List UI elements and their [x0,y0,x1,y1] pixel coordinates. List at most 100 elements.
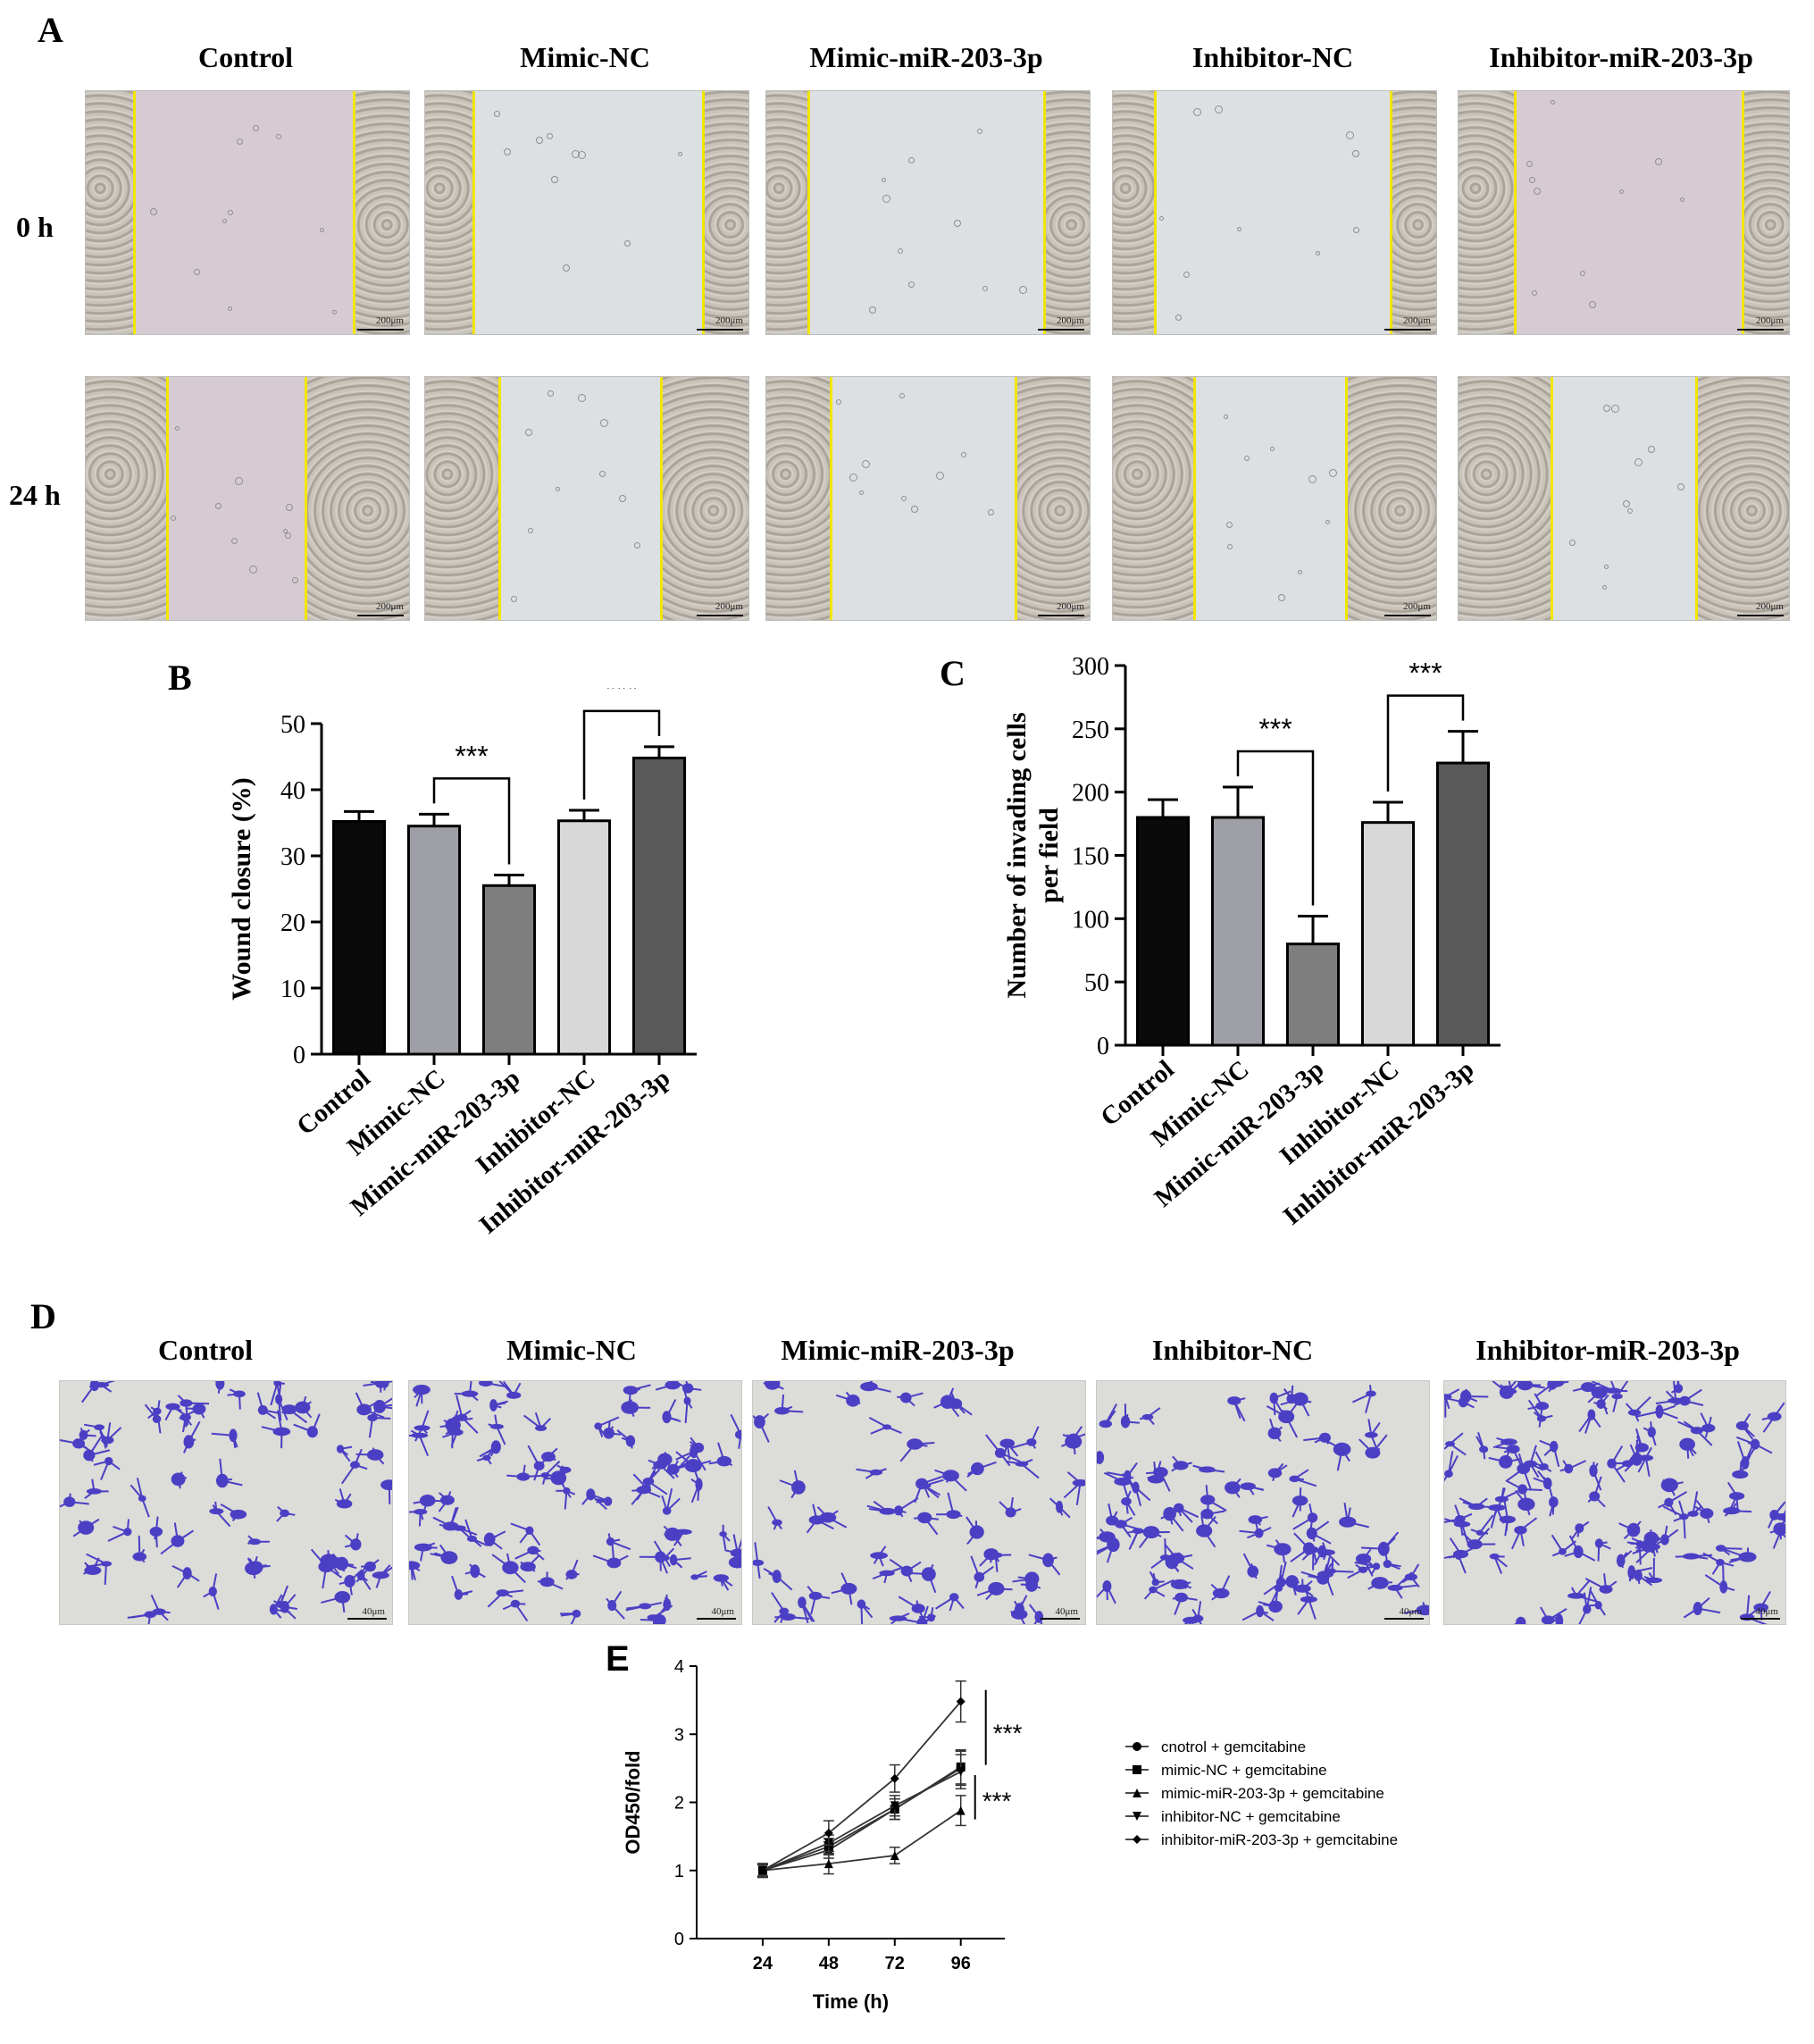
stained-cell [868,1416,902,1435]
stained-cell [1636,1404,1678,1420]
stained-cell [606,1533,631,1551]
stained-cell [438,1491,455,1512]
stained-cell [1242,1553,1259,1579]
significance-bracket [432,777,511,865]
debris-dot [882,177,887,182]
stained-cell [227,1388,246,1410]
cell-region-right [1743,91,1789,334]
wound-edge-line-left [1550,377,1553,620]
x-tick-label: 72 [885,1954,905,1973]
stained-cell [1564,1535,1596,1562]
debris-dot [1298,569,1303,574]
panel-c-letter: C [940,653,966,693]
scale-label: 200μm [1756,601,1784,612]
significance-label: *** [993,1719,1023,1747]
debris-dot [859,490,865,496]
stained-cell [642,1464,668,1495]
legend-label-4: inhibitor-NC + gemcitabine [1161,1808,1341,1825]
y-tick-label: 300 [1072,653,1109,681]
marker-triangle-up [823,1859,833,1869]
scale-bar [1384,329,1431,331]
cell-region-left [86,377,167,620]
x-tick-label: 48 [819,1954,839,1973]
stained-cell [1578,1409,1601,1434]
debris-dot [1602,585,1608,591]
stained-cell [132,1535,147,1563]
panel-a-header-mimic-nc: Mimic-NC [520,41,650,73]
x-tick-label: 96 [951,1954,971,1973]
bar-inhibitor-mir-203-3p [631,756,687,1056]
stained-cell [445,1424,461,1449]
stained-cell [269,1594,291,1619]
stained-cell [1492,1437,1517,1449]
wound-edge-line-left [133,91,137,334]
stained-cell [1227,1396,1246,1422]
wound-image-0h-4: 200μm [1112,90,1437,335]
stained-cell [936,1492,963,1520]
stained-cell [1660,1478,1684,1496]
stained-cell [1694,1499,1714,1523]
cell-region-right [1696,377,1789,620]
significance-bracket [582,709,661,800]
stained-cell [1164,1543,1194,1570]
stained-cell [1587,1476,1606,1508]
debris-dot [898,247,904,254]
marker-diamond [1133,1835,1141,1844]
debris-dot [1676,482,1684,490]
stained-cell [870,1546,888,1567]
stained-cell [774,1394,804,1415]
debris-dot [982,285,988,291]
stained-cell [1146,1467,1171,1492]
stained-cell [1290,1532,1324,1562]
debris-dot [1277,594,1285,602]
debris-dot [907,156,915,163]
stained-cell [1567,1580,1599,1604]
scale-bar [357,615,404,616]
wound-edge-line-left [472,91,476,334]
stained-cell [334,1488,353,1509]
debris-dot [503,148,511,156]
stained-cell [256,1392,280,1420]
stained-cell [1354,1561,1381,1574]
stained-cell [914,1512,940,1536]
stained-cell [999,1497,1022,1518]
stained-cell [491,1553,526,1584]
debris-dot [1531,290,1537,297]
stained-cell [1548,1381,1565,1393]
debris-dot [1226,521,1233,528]
stained-cell [1679,1437,1697,1459]
stained-cell [1627,1565,1653,1582]
debris-dot [1534,187,1542,195]
stained-cell [488,1414,506,1445]
panel-e-chart: 0 1 2 3 4 24 48 72 96 Time (h) OD450/fold *** *** cno… [622,1657,1398,2013]
stained-cell [83,1435,111,1462]
stained-cell [889,1613,920,1624]
stained-cell [1702,1552,1735,1575]
scale-bar [357,329,404,331]
wound-edge-line-right [1695,377,1699,620]
debris-dot [1626,508,1633,515]
stained-cell [606,1590,625,1620]
stained-cell [663,1525,682,1546]
debris-dot [562,264,570,272]
wound-image-0h-3: 200μm [765,90,1091,335]
series-line-2 [762,1766,962,1872]
scale-bar [1384,615,1431,616]
debris-dot [862,460,871,469]
stained-cell [690,1571,707,1580]
panel-e-letter: E [606,1639,630,1679]
stained-cell [1328,1558,1354,1574]
wound-edge-line-left [830,377,833,620]
wound-edge-line-right [1043,91,1047,334]
debris-dot [1226,544,1233,550]
debris-dot [511,596,518,603]
stained-cell [506,1464,546,1481]
stained-cell [1643,1557,1663,1584]
stained-cell [889,1558,922,1583]
stained-cell [1099,1403,1118,1428]
stained-cell [1723,1503,1752,1517]
stained-cell [1138,1526,1170,1548]
stained-cell [866,1500,896,1515]
debris-dot [332,309,338,314]
stained-cell [1297,1587,1317,1620]
